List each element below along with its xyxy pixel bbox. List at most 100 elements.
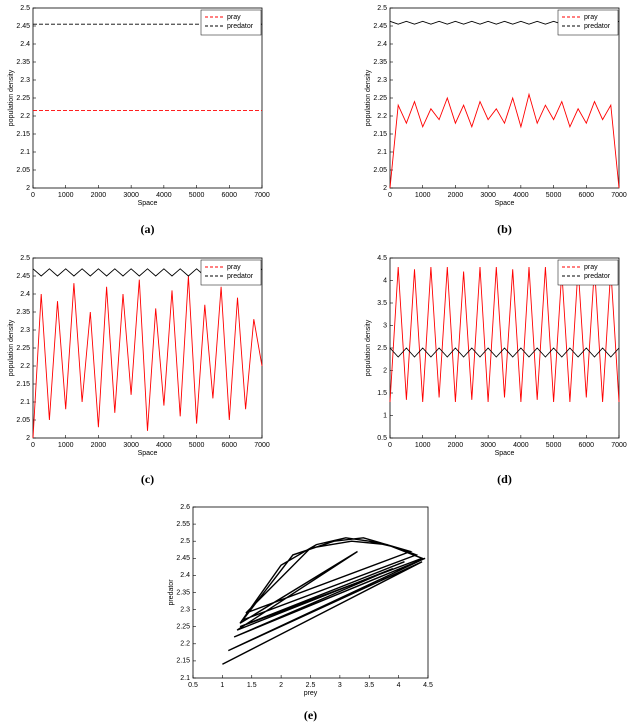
x-tick-label: 7000	[611, 192, 627, 199]
y-tick-label: 2.45	[176, 555, 190, 562]
y-tick-label: 2.05	[16, 167, 30, 174]
y-tick-label: 2.3	[20, 77, 30, 84]
y-tick-label: 2.4	[377, 41, 387, 48]
y-tick-label: 2.3	[377, 77, 387, 84]
y-tick-label: 2.25	[373, 95, 387, 102]
x-tick-label: 7000	[254, 442, 270, 449]
y-tick-label: 2.15	[176, 658, 190, 665]
y-tick-label: 2.35	[16, 59, 30, 66]
y-axis-label: population density	[8, 319, 15, 376]
y-tick-label: 4	[383, 277, 387, 284]
y-tick-label: 2.35	[176, 589, 190, 596]
data-line	[32, 275, 263, 439]
x-tick-label: 5000	[189, 192, 205, 199]
y-tick-label: 2.2	[20, 113, 30, 120]
y-tick-label: 2.2	[377, 113, 387, 120]
legend-label: pray	[227, 14, 241, 21]
y-tick-label: 2.25	[176, 624, 190, 631]
x-tick-label: 5000	[546, 192, 562, 199]
x-tick-label: 6000	[578, 442, 594, 449]
x-tick-label: 4	[397, 682, 401, 689]
legend-label: pray	[584, 264, 598, 271]
panel-label: (b)	[497, 222, 512, 236]
x-axis-label: Space	[138, 200, 158, 207]
data-line	[389, 347, 620, 358]
legend-label: pray	[227, 264, 241, 271]
x-tick-label: 2000	[91, 442, 107, 449]
y-tick-label: 2.1	[20, 149, 30, 156]
y-tick-label: 2.1	[20, 399, 30, 406]
x-tick-label: 2	[279, 682, 283, 689]
y-tick-label: 4.5	[377, 255, 387, 262]
y-tick-label: 2.25	[16, 345, 30, 352]
y-tick-label: 2.5	[377, 345, 387, 352]
x-tick-label: 2.5	[306, 682, 316, 689]
y-tick-label: 2.1	[180, 675, 190, 682]
panel-label: (a)	[141, 222, 155, 236]
x-tick-label: 6000	[221, 192, 237, 199]
legend-label: predator	[584, 273, 611, 280]
x-tick-label: 0	[388, 442, 392, 449]
y-tick-label: 2.4	[20, 41, 30, 48]
legend-box	[557, 9, 619, 36]
x-tick-label: 4000	[156, 192, 172, 199]
y-tick-label: 1	[383, 412, 387, 419]
y-tick-label: 2.15	[16, 131, 30, 138]
y-tick-label: 2.1	[377, 149, 387, 156]
y-tick-label: 2.45	[16, 273, 30, 280]
y-tick-label: 2	[26, 185, 30, 192]
plot-frame	[192, 506, 429, 679]
y-tick-label: 2	[383, 367, 387, 374]
x-axis-label: Space	[495, 200, 515, 207]
x-tick-label: 3000	[123, 442, 139, 449]
legend-label: predator	[227, 273, 254, 280]
y-tick-label: 3	[383, 322, 387, 329]
y-tick-label: 2.05	[373, 167, 387, 174]
x-tick-label: 6000	[221, 442, 237, 449]
x-tick-label: 2000	[448, 192, 464, 199]
legend-label: pray	[584, 14, 598, 21]
x-tick-label: 4.5	[423, 682, 433, 689]
y-tick-label: 2.35	[373, 59, 387, 66]
y-axis-label: population density	[365, 69, 372, 126]
x-tick-label: 5000	[189, 442, 205, 449]
y-tick-label: 2	[383, 185, 387, 192]
x-axis-label: Space	[138, 450, 158, 457]
y-tick-label: 2.05	[16, 417, 30, 424]
y-tick-label: 2.3	[20, 327, 30, 334]
y-tick-label: 2.5	[377, 5, 387, 12]
y-tick-label: 2.2	[20, 363, 30, 370]
x-tick-label: 4000	[156, 442, 172, 449]
legend-box	[200, 9, 262, 36]
panel-label: (c)	[141, 472, 154, 486]
panel-label: (d)	[497, 472, 512, 486]
y-tick-label: 2.2	[180, 641, 190, 648]
y-tick-label: 2.4	[20, 291, 30, 298]
y-tick-label: 2.6	[180, 504, 190, 511]
y-tick-label: 2.15	[16, 381, 30, 388]
x-tick-label: 0	[388, 192, 392, 199]
x-axis-label: prey	[304, 690, 318, 697]
data-line	[389, 266, 620, 403]
x-tick-label: 2000	[448, 442, 464, 449]
y-axis-label: population density	[365, 319, 372, 376]
x-tick-label: 0	[31, 192, 35, 199]
y-axis-label: predator	[168, 579, 175, 606]
panel-label: (e)	[304, 708, 317, 722]
legend-box	[200, 259, 262, 286]
y-tick-label: 2.5	[20, 255, 30, 262]
x-tick-label: 4000	[513, 442, 529, 449]
y-tick-label: 1.5	[377, 390, 387, 397]
x-tick-label: 3	[338, 682, 342, 689]
x-tick-label: 0	[31, 442, 35, 449]
x-tick-label: 3000	[480, 442, 496, 449]
x-tick-label: 1000	[58, 192, 74, 199]
y-tick-label: 2.55	[176, 521, 190, 528]
data-line	[389, 92, 620, 189]
y-tick-label: 0.5	[377, 435, 387, 442]
x-tick-label: 1	[220, 682, 224, 689]
x-axis-label: Space	[495, 450, 515, 457]
y-tick-label: 2.45	[16, 23, 30, 30]
